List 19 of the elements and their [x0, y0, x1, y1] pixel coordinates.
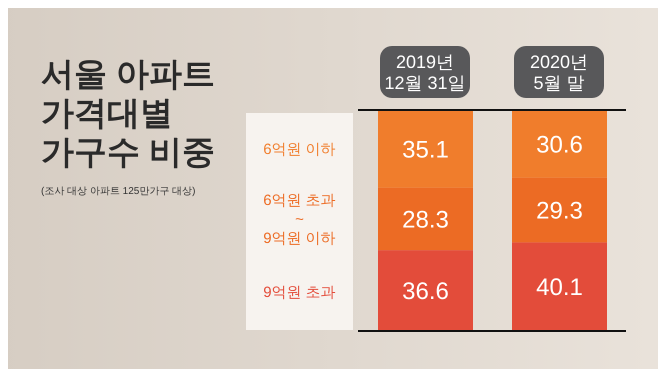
- data-label: 30.6: [536, 131, 583, 158]
- bar: [512, 178, 607, 242]
- x-tick-label: 2020년 5월 말: [530, 52, 588, 93]
- chart-title: 서울 아파트 가격대별 가구수 비중: [41, 54, 216, 171]
- text: 9억원 초과: [262, 282, 337, 303]
- data-label: 35.1: [402, 136, 449, 164]
- x-tick-label: 2019년 12월 31일: [384, 52, 466, 93]
- bar: [512, 110, 607, 178]
- bar: [512, 242, 607, 331]
- bar: [378, 188, 473, 250]
- data-label: 36.6: [402, 278, 449, 306]
- text: (조사 대상 아파트 125만가구 대상): [41, 185, 196, 198]
- data-label: 40.1: [536, 274, 583, 302]
- data-label: 28.3: [402, 206, 449, 234]
- text: 6억원 초과 ~ 9억원 이하: [262, 191, 337, 250]
- data-label: 29.3: [536, 198, 583, 225]
- text: 6억원 이하: [262, 140, 337, 160]
- bar: [378, 250, 473, 331]
- bar: [378, 110, 473, 188]
